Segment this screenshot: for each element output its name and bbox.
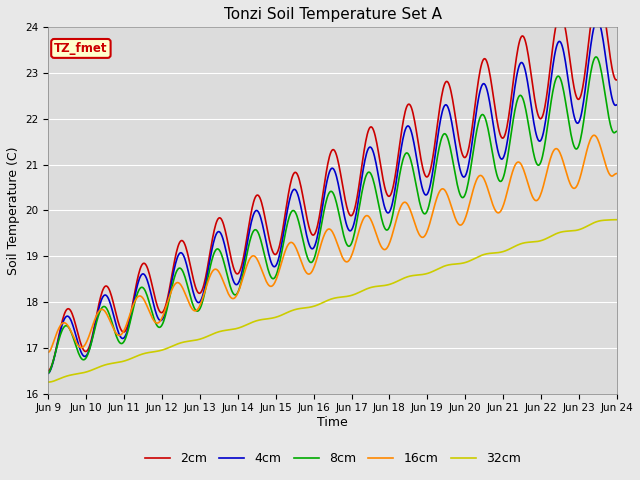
2cm xyxy=(170,265,177,271)
16cm xyxy=(194,306,202,312)
Line: 4cm: 4cm xyxy=(49,20,617,373)
16cm xyxy=(590,132,598,138)
Y-axis label: Soil Temperature (C): Soil Temperature (C) xyxy=(7,146,20,275)
Line: 32cm: 32cm xyxy=(49,220,617,382)
8cm xyxy=(45,370,52,376)
32cm xyxy=(380,283,387,288)
32cm xyxy=(561,228,568,234)
4cm xyxy=(380,198,387,204)
2cm xyxy=(45,368,52,373)
32cm xyxy=(45,379,52,385)
2cm xyxy=(324,161,332,167)
4cm xyxy=(45,371,52,376)
16cm xyxy=(45,349,52,355)
8cm xyxy=(194,308,202,314)
8cm xyxy=(593,54,600,60)
Line: 8cm: 8cm xyxy=(49,57,617,373)
4cm xyxy=(593,17,601,23)
4cm xyxy=(194,300,202,305)
4cm xyxy=(561,54,568,60)
2cm xyxy=(561,22,568,27)
Legend: 2cm, 4cm, 8cm, 16cm, 32cm: 2cm, 4cm, 8cm, 16cm, 32cm xyxy=(140,447,525,470)
32cm xyxy=(194,337,202,343)
32cm xyxy=(613,217,621,223)
2cm xyxy=(613,77,621,83)
4cm xyxy=(170,271,177,277)
8cm xyxy=(435,145,443,151)
16cm xyxy=(324,227,332,232)
8cm xyxy=(170,279,177,285)
8cm xyxy=(561,94,568,99)
32cm xyxy=(170,343,177,348)
Line: 2cm: 2cm xyxy=(49,0,617,371)
32cm xyxy=(435,265,443,271)
16cm xyxy=(613,170,621,176)
8cm xyxy=(380,221,387,227)
Text: TZ_fmet: TZ_fmet xyxy=(54,42,108,55)
4cm xyxy=(435,125,443,131)
16cm xyxy=(380,246,387,252)
16cm xyxy=(561,164,568,169)
16cm xyxy=(435,190,443,195)
4cm xyxy=(324,175,332,180)
8cm xyxy=(324,193,332,199)
X-axis label: Time: Time xyxy=(317,416,348,429)
4cm xyxy=(613,102,621,108)
8cm xyxy=(613,129,621,134)
Title: Tonzi Soil Temperature Set A: Tonzi Soil Temperature Set A xyxy=(223,7,442,22)
32cm xyxy=(324,298,332,303)
Line: 16cm: 16cm xyxy=(49,135,617,352)
2cm xyxy=(194,289,202,295)
2cm xyxy=(380,177,387,182)
2cm xyxy=(435,109,443,115)
16cm xyxy=(170,284,177,290)
